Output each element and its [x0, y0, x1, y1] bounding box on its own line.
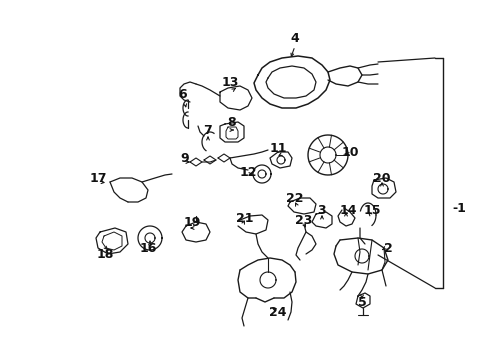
Text: 10: 10	[341, 145, 358, 158]
Text: 9: 9	[181, 152, 189, 165]
Text: 8: 8	[227, 116, 236, 129]
Text: 16: 16	[139, 242, 156, 255]
Text: 6: 6	[178, 89, 187, 102]
Text: 14: 14	[339, 203, 356, 216]
Text: 21: 21	[236, 211, 253, 225]
Text: 11: 11	[269, 141, 286, 154]
Text: 19: 19	[183, 216, 200, 229]
Text: 15: 15	[363, 203, 380, 216]
Text: 20: 20	[372, 171, 390, 184]
Text: 23: 23	[295, 213, 312, 226]
Text: 3: 3	[316, 203, 325, 216]
Text: 7: 7	[202, 123, 211, 136]
Text: 12: 12	[239, 166, 256, 179]
Text: -1: -1	[451, 202, 465, 215]
Text: 4: 4	[290, 31, 299, 45]
Text: 24: 24	[269, 306, 286, 319]
Text: 5: 5	[357, 296, 366, 309]
Text: 22: 22	[285, 192, 303, 204]
Text: 13: 13	[221, 76, 238, 89]
Text: 2: 2	[383, 242, 391, 255]
Text: 17: 17	[89, 171, 106, 184]
Text: 18: 18	[96, 248, 113, 261]
